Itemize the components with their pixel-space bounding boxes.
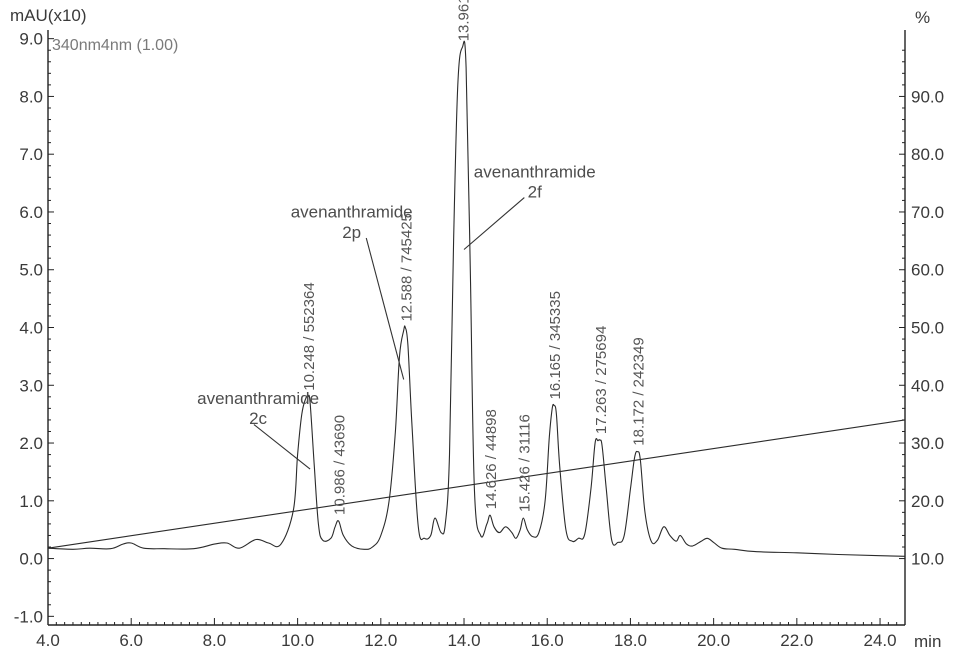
x-tick-label: 20.0: [697, 631, 730, 650]
x-tick-label: 6.0: [119, 631, 143, 650]
x-tick-label: 8.0: [203, 631, 227, 650]
x-tick-label: 12.0: [364, 631, 397, 650]
x-tick-label: 22.0: [780, 631, 813, 650]
x-tick-label: 14.0: [447, 631, 480, 650]
y-tick-label: 5.0: [19, 261, 43, 280]
y-axis-unit: mAU(x10): [10, 6, 87, 25]
y2-axis-ticks: 10.0 20.0 30.0 40.0 50.0 60.0 70.0 80.0 90.0: [899, 49, 944, 569]
annotation-leader-line: [463, 197, 525, 250]
peak-label: 12.588 / 745425: [398, 213, 415, 321]
y2-tick-label: 30.0: [911, 434, 944, 453]
peak-label: 17.263 / 275694: [593, 326, 610, 434]
y-tick-label: 1.0: [19, 492, 43, 511]
y-tick-label: -1.0: [14, 607, 43, 626]
y-tick-label: 2.0: [19, 434, 43, 453]
chromatogram-trace: [47, 40, 906, 557]
series-layer: [47, 40, 906, 557]
y2-tick-label: 60.0: [911, 261, 944, 280]
y-tick-label: 8.0: [19, 87, 43, 106]
annotation-leader-line: [365, 237, 405, 380]
peak-labels: 10.248 / 552364 10.986 / 43690 12.588 / 74…: [301, 0, 648, 515]
y2-tick-label: 40.0: [911, 376, 944, 395]
detector-label: 340nm4nm (1.00): [52, 37, 178, 54]
x-tick-label: 4.0: [36, 631, 60, 650]
y2-tick-label: 20.0: [911, 492, 944, 511]
y2-tick-label: 70.0: [911, 203, 944, 222]
peak-label: 15.426 / 31116: [516, 414, 533, 512]
annotation-id: 2c: [249, 409, 267, 428]
annotation-id: 2p: [342, 223, 361, 242]
y2-tick-label: 90.0: [911, 87, 944, 106]
y2-tick-label: 80.0: [911, 145, 944, 164]
peak-label: 10.986 / 43690: [332, 415, 349, 515]
plot-frame: [47, 30, 906, 626]
y-tick-label: 0.0: [19, 550, 43, 569]
y-axis-ticks: -1.0 0.0 1.0 2.0 3.0 4.0 5.0 6.0 7.0 8.0 9.0: [14, 30, 54, 626]
x-tick-label: 16.0: [531, 631, 564, 650]
x-axis-ticks: 4.0 6.0 8.0 10.0 12.0 14.0 16.0 18.0 20.0 22.0 24.…: [36, 618, 906, 650]
annotation-name: avenanthramide: [291, 203, 413, 222]
y2-tick-label: 50.0: [911, 319, 944, 338]
x-tick-label: 10.0: [281, 631, 314, 650]
y-tick-label: 6.0: [19, 203, 43, 222]
peak-label: 14.626 / 44898: [483, 409, 500, 509]
y2-axis-unit: %: [915, 8, 930, 27]
x-axis-unit: min: [914, 632, 941, 650]
annotation-leader-line: [253, 424, 311, 470]
y-tick-label: 4.0: [19, 319, 43, 338]
y2-tick-label: 10.0: [911, 550, 944, 569]
peak-label: 16.165 / 345335: [547, 291, 564, 399]
peak-label: 18.172 / 242349: [631, 337, 648, 445]
peak-label: 10.248 / 552364: [301, 282, 318, 390]
x-tick-label: 18.0: [614, 631, 647, 650]
annotations: avenanthramide2cavenanthramide2pavenanth…: [197, 162, 596, 470]
peak-label: 13.961 / 1419723: [455, 0, 472, 41]
x-tick-label: 24.0: [863, 631, 896, 650]
gradient-line: [47, 419, 906, 549]
y-tick-label: 7.0: [19, 145, 43, 164]
annotation-id: 2f: [528, 183, 542, 202]
annotation-name: avenanthramide: [474, 162, 596, 181]
y-tick-label: 9.0: [19, 30, 43, 49]
annotation-name: avenanthramide: [197, 389, 319, 408]
y-tick-label: 3.0: [19, 376, 43, 395]
